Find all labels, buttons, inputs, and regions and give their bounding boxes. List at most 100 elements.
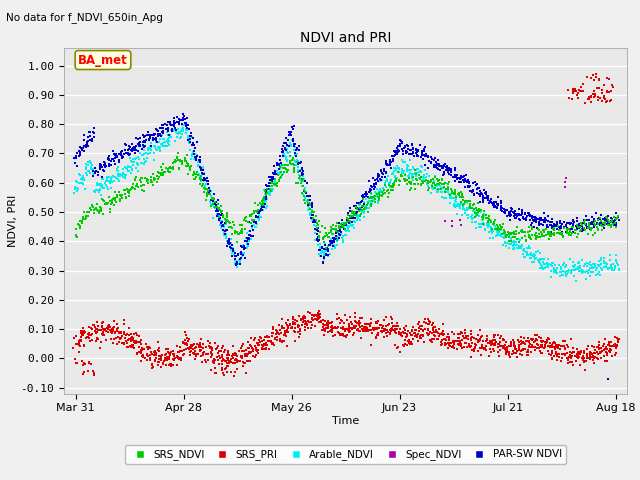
Point [413, 321, 423, 328]
Point [282, 149, 292, 156]
Point [279, 139, 289, 146]
Point [572, 345, 582, 353]
Point [442, 165, 452, 172]
Point [195, 339, 205, 347]
Point [531, 332, 541, 339]
Point [566, 226, 577, 233]
Point [450, 177, 460, 184]
Point [526, 235, 536, 243]
Point [303, 202, 313, 209]
Point [199, 168, 209, 176]
Point [559, 259, 570, 266]
Point [607, 81, 617, 89]
Point [467, 346, 477, 354]
Point [209, 195, 219, 203]
Point [602, 260, 612, 268]
Point [474, 336, 484, 343]
Point [285, 148, 295, 156]
Point [323, 323, 333, 331]
Point [543, 342, 553, 349]
Point [579, 225, 589, 232]
Point [470, 341, 481, 349]
Point [86, 165, 96, 173]
Point [433, 177, 443, 185]
Point [488, 340, 498, 348]
Point [127, 343, 138, 350]
Point [576, 84, 586, 91]
Point [138, 351, 148, 359]
Point [117, 332, 127, 340]
Point [540, 338, 550, 346]
Point [304, 201, 314, 209]
Point [138, 353, 148, 360]
Point [444, 336, 454, 344]
Point [575, 267, 586, 275]
Point [206, 343, 216, 351]
Point [111, 151, 121, 158]
Point [91, 167, 101, 175]
Point [460, 334, 470, 342]
Point [310, 228, 320, 236]
Point [591, 71, 601, 78]
Point [198, 344, 208, 352]
Point [458, 193, 468, 201]
Point [383, 328, 393, 336]
Point [446, 193, 456, 201]
Point [465, 327, 476, 335]
Point [602, 97, 612, 105]
Point [395, 329, 405, 336]
Point [106, 157, 116, 165]
Point [182, 337, 193, 345]
Point [248, 232, 258, 240]
Point [335, 331, 346, 338]
Point [210, 204, 220, 212]
Point [90, 188, 100, 195]
Point [420, 161, 431, 169]
Point [261, 197, 271, 204]
Point [120, 174, 130, 182]
Point [575, 262, 585, 270]
Point [534, 227, 544, 234]
Point [353, 214, 363, 222]
Point [472, 211, 482, 218]
Point [566, 224, 577, 231]
Point [154, 348, 164, 355]
Point [100, 177, 111, 185]
Point [252, 339, 262, 347]
Point [482, 221, 492, 229]
Point [422, 170, 432, 178]
Point [476, 214, 486, 221]
Point [389, 180, 399, 187]
Point [166, 133, 176, 141]
Point [348, 207, 358, 215]
Point [72, 340, 82, 348]
Point [524, 233, 534, 240]
Point [148, 134, 159, 142]
Point [397, 168, 407, 175]
Point [327, 322, 337, 330]
Point [537, 232, 547, 240]
Point [528, 213, 538, 221]
Point [248, 347, 259, 354]
Point [376, 188, 386, 195]
Point [70, 355, 81, 363]
Point [301, 189, 311, 197]
Point [148, 132, 158, 139]
Point [609, 340, 620, 348]
Point [120, 191, 131, 198]
Point [425, 318, 435, 326]
Point [393, 147, 403, 155]
Point [499, 209, 509, 217]
Point [474, 223, 484, 231]
Point [278, 143, 288, 150]
Point [589, 76, 599, 84]
Point [230, 359, 240, 367]
Point [117, 339, 127, 347]
Point [163, 127, 173, 135]
Point [270, 178, 280, 185]
Point [142, 351, 152, 359]
Point [172, 343, 182, 350]
Point [378, 191, 388, 198]
Point [356, 207, 366, 215]
Point [169, 357, 179, 364]
